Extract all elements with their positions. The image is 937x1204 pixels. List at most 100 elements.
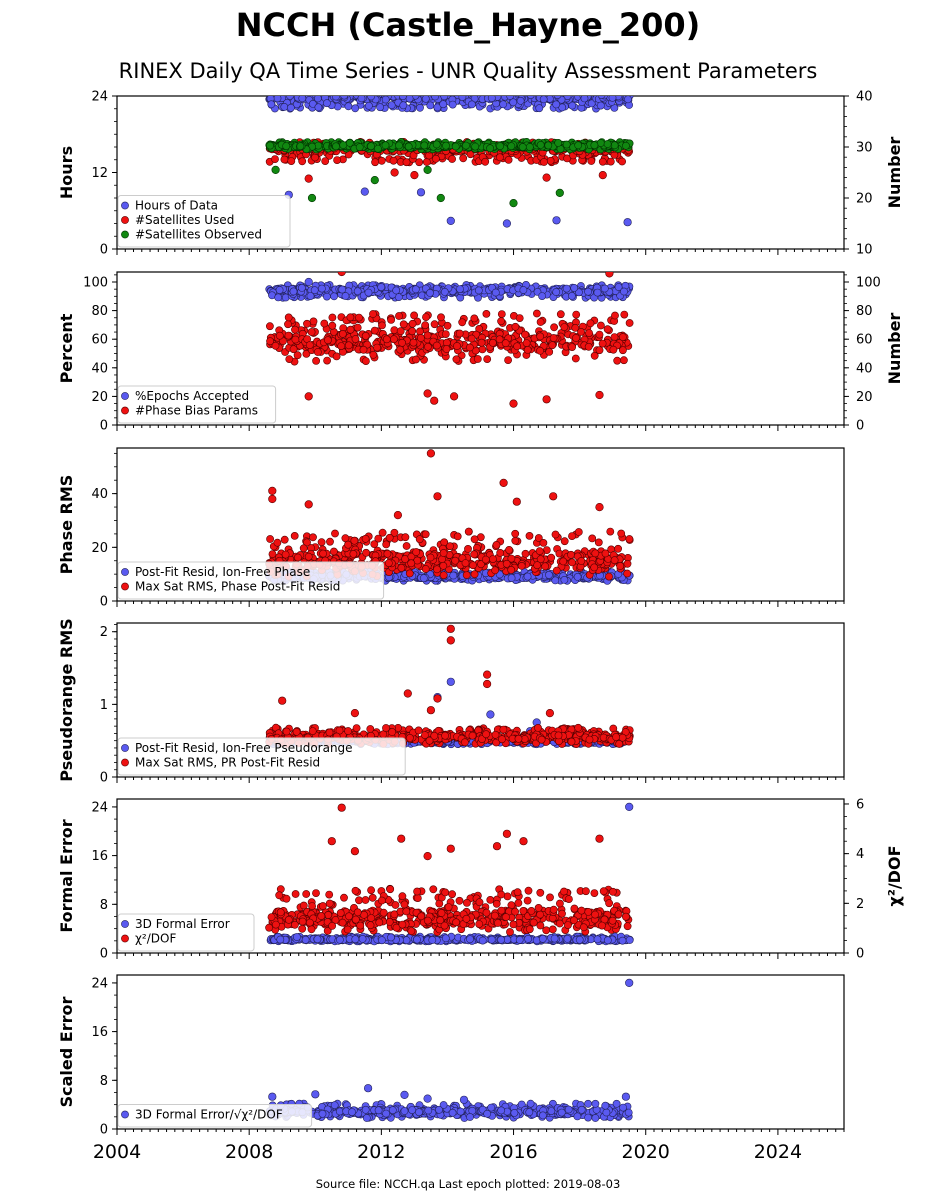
data-point <box>402 534 409 541</box>
data-point-outlier <box>391 169 399 177</box>
data-point <box>298 284 305 291</box>
data-point <box>553 288 560 295</box>
data-point <box>454 533 461 540</box>
data-point <box>519 144 526 151</box>
data-point <box>362 332 369 339</box>
data-point <box>422 531 429 538</box>
data-point <box>433 566 440 573</box>
data-point-outlier <box>305 501 313 509</box>
data-point <box>591 142 598 149</box>
data-point <box>573 311 580 318</box>
figure-subtitle: RINEX Daily QA Time Series - UNR Quality… <box>119 59 818 83</box>
data-point <box>360 346 367 353</box>
data-point <box>542 563 549 570</box>
data-point <box>368 93 375 100</box>
data-point <box>487 145 494 152</box>
data-point <box>350 550 357 557</box>
data-point <box>577 328 584 335</box>
data-point <box>591 564 598 571</box>
data-point <box>412 286 419 293</box>
data-point <box>315 104 322 111</box>
data-point <box>412 356 419 363</box>
data-point <box>489 556 496 563</box>
data-point <box>547 157 554 164</box>
y-tick-label: 20 <box>91 390 108 405</box>
data-point <box>597 102 604 109</box>
data-point-outlier <box>503 220 511 228</box>
data-point-outlier <box>338 268 346 276</box>
data-point <box>310 318 317 325</box>
data-point-outlier <box>599 171 607 179</box>
legend-label: #Phase Bias Params <box>135 404 258 418</box>
data-point <box>395 312 402 319</box>
data-point-outlier <box>437 194 445 202</box>
data-point <box>420 575 427 582</box>
data-point <box>332 143 339 150</box>
data-point <box>524 573 531 580</box>
data-point <box>621 311 628 318</box>
data-point <box>362 535 369 542</box>
data-point <box>390 336 397 343</box>
data-point-outlier <box>434 493 442 501</box>
data-point <box>478 339 485 346</box>
data-point <box>602 550 609 557</box>
data-point <box>331 293 338 300</box>
data-point <box>586 330 593 337</box>
y-tick-label: 20 <box>91 541 108 556</box>
data-point <box>345 342 352 349</box>
data-point <box>352 335 359 342</box>
data-point <box>610 346 617 353</box>
data-point <box>307 293 314 300</box>
y-axis-label: Hours <box>57 146 76 199</box>
data-point <box>561 324 568 331</box>
data-point <box>405 143 412 150</box>
data-point <box>492 567 499 574</box>
data-point <box>281 536 288 543</box>
data-point <box>427 102 434 109</box>
data-point <box>596 347 603 354</box>
legend-label: Max Sat RMS, Phase Post-Fit Resid <box>135 580 340 594</box>
data-point <box>274 539 281 546</box>
data-point-outlier <box>427 450 435 458</box>
data-point <box>411 312 418 319</box>
data-point <box>475 287 482 294</box>
y2-axis-label: Number <box>885 313 904 385</box>
data-point <box>356 144 363 151</box>
data-point-outlier <box>513 498 521 506</box>
data-point-outlier <box>624 218 632 226</box>
data-point <box>521 331 528 338</box>
data-point <box>512 530 519 537</box>
data-point <box>578 557 585 564</box>
data-point <box>456 286 463 293</box>
data-point <box>464 545 471 552</box>
data-point-outlier <box>361 188 369 196</box>
data-point <box>620 288 627 295</box>
data-point <box>551 324 558 331</box>
data-point <box>594 289 601 296</box>
data-point <box>471 551 478 558</box>
data-point <box>388 316 395 323</box>
data-point <box>441 288 448 295</box>
data-point <box>456 330 463 337</box>
data-point <box>406 570 413 577</box>
y-tick-label: 100 <box>83 276 108 291</box>
data-point <box>618 530 625 537</box>
data-point <box>552 531 559 538</box>
data-point <box>502 340 509 347</box>
data-point <box>363 549 370 556</box>
data-point <box>545 571 552 578</box>
data-point <box>370 351 377 358</box>
data-point <box>285 332 292 339</box>
data-point <box>342 292 349 299</box>
data-point <box>314 348 321 355</box>
data-point <box>432 155 439 162</box>
data-point <box>362 358 369 365</box>
data-point <box>601 285 608 292</box>
legend-marker <box>121 583 128 590</box>
data-point <box>597 322 604 329</box>
data-point <box>378 157 385 164</box>
data-point-outlier <box>272 166 280 174</box>
data-point <box>607 158 614 165</box>
